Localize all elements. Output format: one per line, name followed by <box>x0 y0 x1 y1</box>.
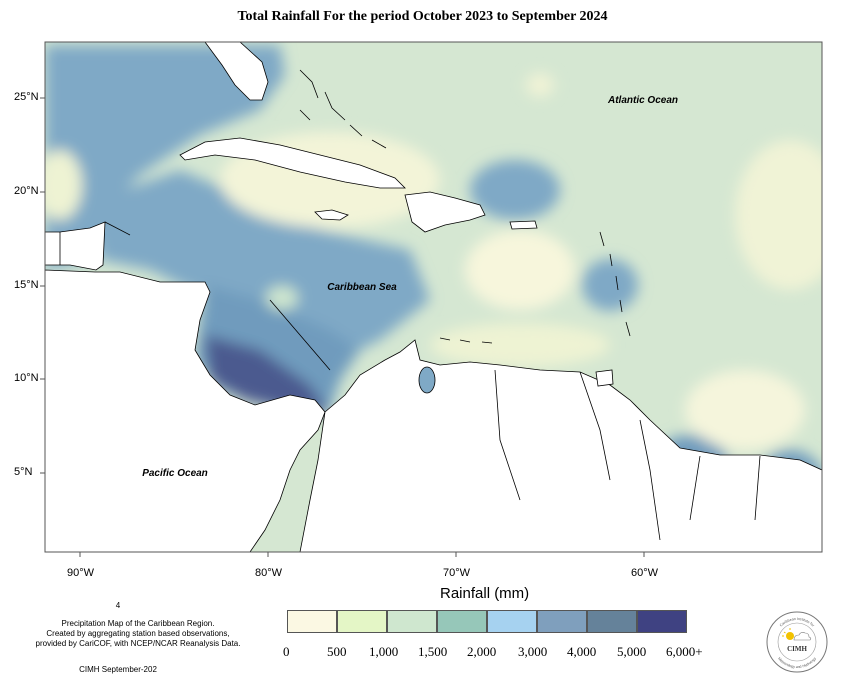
land-trinidad <box>595 369 614 387</box>
legend-label-500: 500 <box>327 644 347 659</box>
lat-label-25n: 25°N <box>14 91 39 103</box>
credit-line-2: Created by aggregating station based obs… <box>46 629 230 638</box>
lon-label-90w: 90°W <box>67 567 95 579</box>
lake-maracaibo <box>418 366 436 394</box>
dry-zone-west <box>45 150 82 220</box>
land-abc-islands <box>439 337 493 344</box>
land-lesser-antilles <box>599 231 631 337</box>
sun-icon <box>782 628 794 640</box>
map-frame <box>44 41 823 553</box>
legend-swatch-7 <box>637 610 687 633</box>
logo-text: CIMH <box>787 645 807 653</box>
lat-label-20n: 20°N <box>14 185 39 197</box>
legend-swatch-0 <box>287 610 337 633</box>
map-title: Total Rainfall For the period October 20… <box>237 9 608 24</box>
legend-swatch-2 <box>387 610 437 633</box>
credit-date: CIMH September-202 <box>79 665 157 674</box>
legend-swatch-5 <box>537 610 587 633</box>
legend-swatch-4 <box>487 610 537 633</box>
legend-label-0: 0 <box>283 644 290 659</box>
lon-label-70w: 70°W <box>443 567 471 579</box>
land-cuba <box>179 137 406 189</box>
cloud-icon <box>793 632 812 641</box>
land-country-borders <box>59 221 761 541</box>
legend-label-5000: 5,000 <box>617 644 647 659</box>
page-number: 4 <box>115 601 121 610</box>
legend-title: Rainfall (mm) <box>440 585 530 602</box>
land-puerto-rico <box>509 220 538 230</box>
legend-swatch-1 <box>337 610 387 633</box>
cimh-logo: CIMH Caribbean Institute for Meteorology… <box>766 611 828 673</box>
land-florida <box>204 42 269 101</box>
dry-zone-caribbean-cell <box>266 286 298 310</box>
dry-zone-atlantic-east <box>735 140 822 290</box>
rainfall-zone-east-bahamas <box>470 160 560 220</box>
credit-line-1: Precipitation Map of the Caribbean Regio… <box>61 619 215 628</box>
legend-label-1500: 1,500 <box>418 644 448 659</box>
caribbean-sea-label: Caribbean Sea <box>327 282 397 293</box>
lat-label-10n: 10°N <box>14 372 39 384</box>
rainfall-zone-panama-max <box>205 335 330 415</box>
land-bahamas <box>299 69 387 149</box>
lat-label-15n: 15°N <box>14 279 39 291</box>
rainfall-zone-western-caribbean <box>95 170 430 360</box>
legend-label-2000: 2,000 <box>467 644 497 659</box>
dry-zone-venezuela-coast <box>430 323 610 367</box>
credit-line-3: provided by CariCOF, with NCEP/NCAR Rean… <box>35 639 241 648</box>
legend-label-4000: 4,000 <box>567 644 597 659</box>
rainfall-zone-antilles <box>582 259 638 311</box>
lon-label-80w: 80°W <box>255 567 283 579</box>
legend-swatch-3 <box>437 610 487 633</box>
dry-zone-atlantic-cell <box>526 73 554 97</box>
rainfall-zone-gulf <box>45 45 285 270</box>
dry-zone-central-caribbean <box>465 230 575 310</box>
land-central-america <box>45 269 326 552</box>
dry-zone-atlantic-south <box>685 370 805 450</box>
lon-label-60w: 60°W <box>631 567 659 579</box>
legend-label-1000: 1,000 <box>369 644 399 659</box>
land-hispaniola <box>404 191 486 233</box>
land-jamaica <box>314 209 349 221</box>
lat-label-5n: 5°N <box>14 466 33 478</box>
land-south-america <box>299 339 822 552</box>
legend-label-3000: 3,000 <box>518 644 548 659</box>
pacific-ocean-label: Pacific Ocean <box>142 468 208 479</box>
legend-swatch-6 <box>587 610 637 633</box>
legend-label-6000-plus: 6,000+ <box>666 644 703 659</box>
atlantic-ocean-label: Atlantic Ocean <box>607 95 678 106</box>
